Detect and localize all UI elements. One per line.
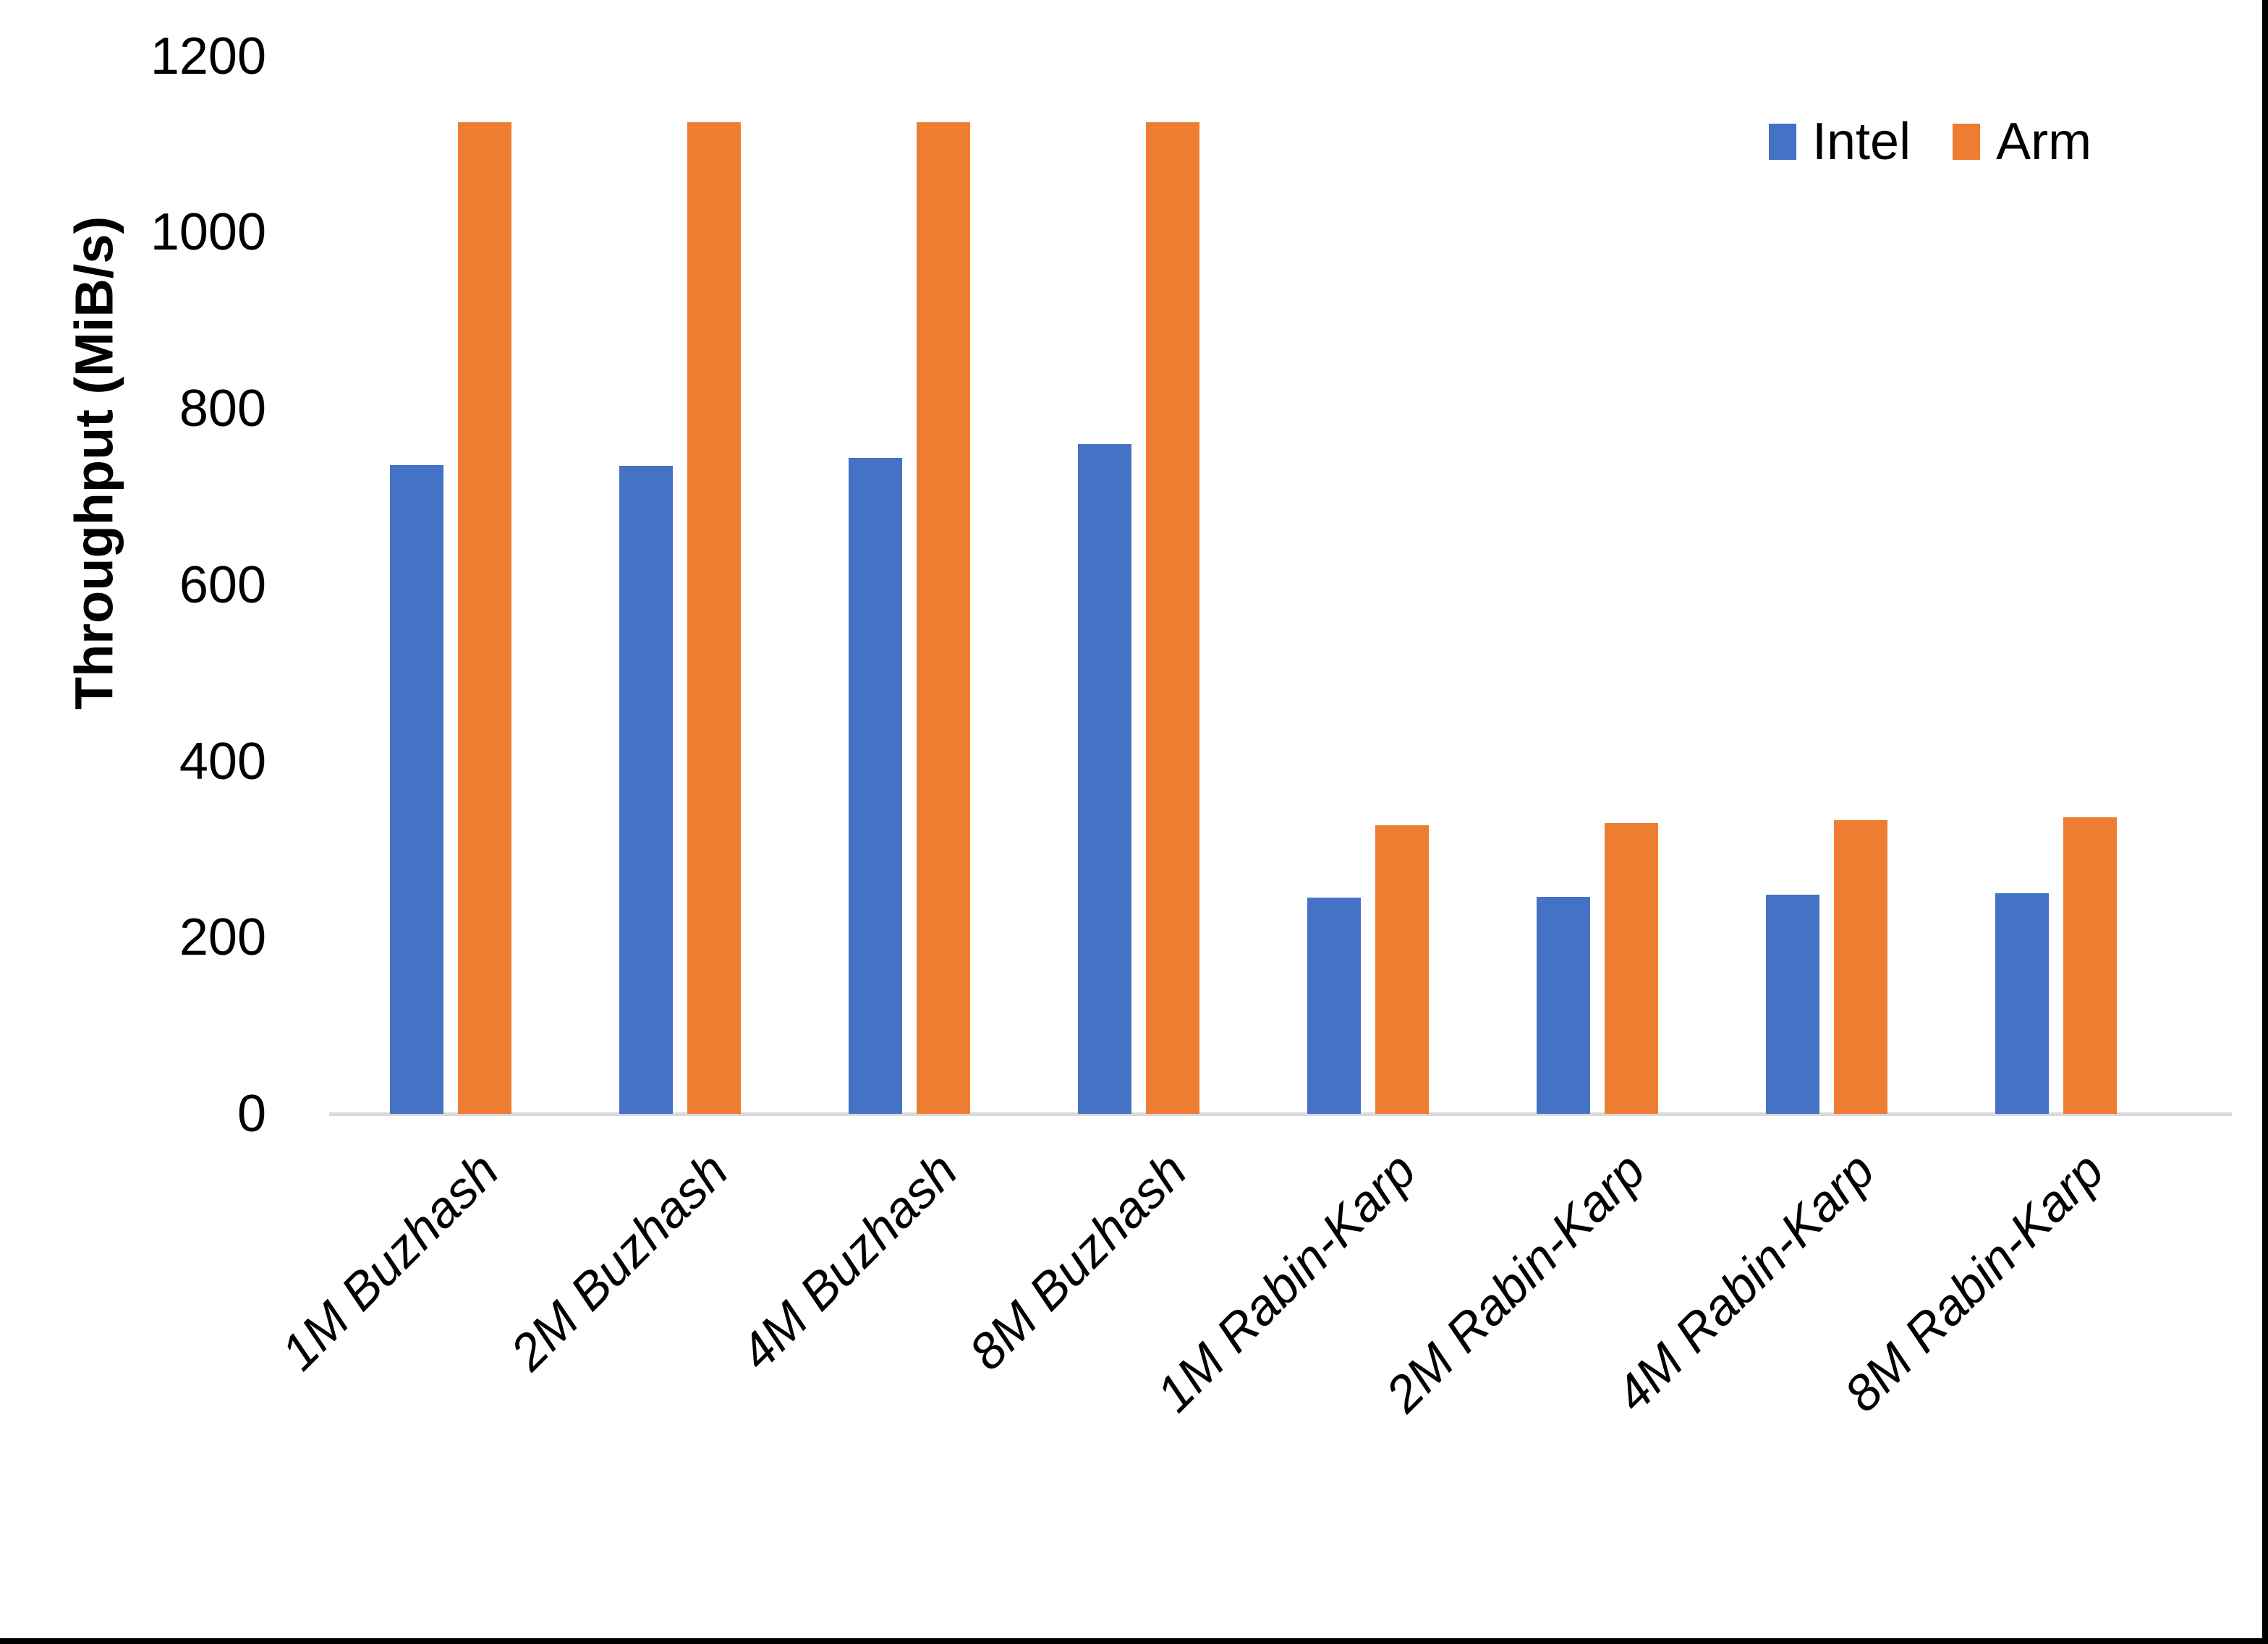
bar-arm-2m-buzhash: [687, 122, 742, 1114]
bar-intel-1m-buzhash: [390, 465, 444, 1114]
bar-arm-4m-buzhash: [917, 122, 971, 1114]
bar-group-1m-buzhash: [336, 54, 566, 1114]
x-axis-line: [329, 1112, 2232, 1116]
bar-intel-4m-buzhash: [849, 458, 903, 1114]
bar-intel-2m-buzhash: [619, 466, 674, 1114]
plot-area: [336, 54, 2170, 1114]
legend: Intel Arm: [1769, 116, 2091, 168]
x-category-label-2m-buzhash: 2M Buzhash: [499, 1141, 739, 1381]
screenshot-right-border: [2262, 0, 2268, 1644]
y-tick-label-0: 0: [237, 1085, 266, 1143]
x-category-label-1m-buzhash: 1M Buzhash: [271, 1141, 510, 1381]
bar-intel-4m-rabin-karp: [1765, 895, 1819, 1114]
bar-group-4m-rabin-karp: [1712, 54, 1941, 1114]
y-tick-label-1200: 1200: [150, 27, 266, 85]
bar-intel-2m-rabin-karp: [1536, 897, 1590, 1114]
legend-item-arm: Arm: [1953, 116, 2091, 168]
bar-group-4m-buzhash: [795, 54, 1024, 1114]
x-category-label-8m-buzhash: 8M Buzhash: [958, 1141, 1197, 1381]
legend-item-intel: Intel: [1769, 116, 1911, 168]
bar-arm-4m-rabin-karp: [1833, 820, 1887, 1114]
bar-arm-2m-rabin-karp: [1604, 823, 1658, 1114]
legend-label-arm: Arm: [1996, 113, 2092, 171]
bar-intel-8m-buzhash: [1078, 444, 1132, 1114]
bar-group-8m-rabin-karp: [1941, 54, 2170, 1114]
y-tick-label-200: 200: [179, 908, 266, 967]
y-tick-label-800: 800: [179, 380, 266, 438]
bar-intel-1m-rabin-karp: [1307, 898, 1361, 1114]
screenshot-bottom-border: [0, 1638, 2268, 1644]
bar-group-1m-rabin-karp: [1254, 54, 1483, 1114]
intel-series-swatch: [1769, 124, 1796, 160]
bar-arm-8m-rabin-karp: [2063, 817, 2117, 1114]
bar-arm-8m-buzhash: [1146, 122, 1200, 1114]
x-category-label-4m-buzhash: 4M Buzhash: [729, 1141, 969, 1381]
bar-arm-1m-rabin-karp: [1375, 825, 1429, 1114]
bar-group-2m-buzhash: [566, 54, 795, 1114]
y-tick-label-1000: 1000: [150, 203, 266, 262]
y-tick-label-400: 400: [179, 732, 266, 791]
y-tick-label-600: 600: [179, 555, 266, 614]
arm-series-swatch: [1953, 124, 1981, 160]
bar-group-2m-rabin-karp: [1482, 54, 1712, 1114]
bar-intel-8m-rabin-karp: [1995, 893, 2049, 1114]
bar-group-8m-buzhash: [1024, 54, 1254, 1114]
bar-arm-1m-buzhash: [458, 122, 512, 1114]
legend-label-intel: Intel: [1812, 113, 1911, 171]
y-axis-title: Throughput (MiB/s): [64, 216, 124, 710]
